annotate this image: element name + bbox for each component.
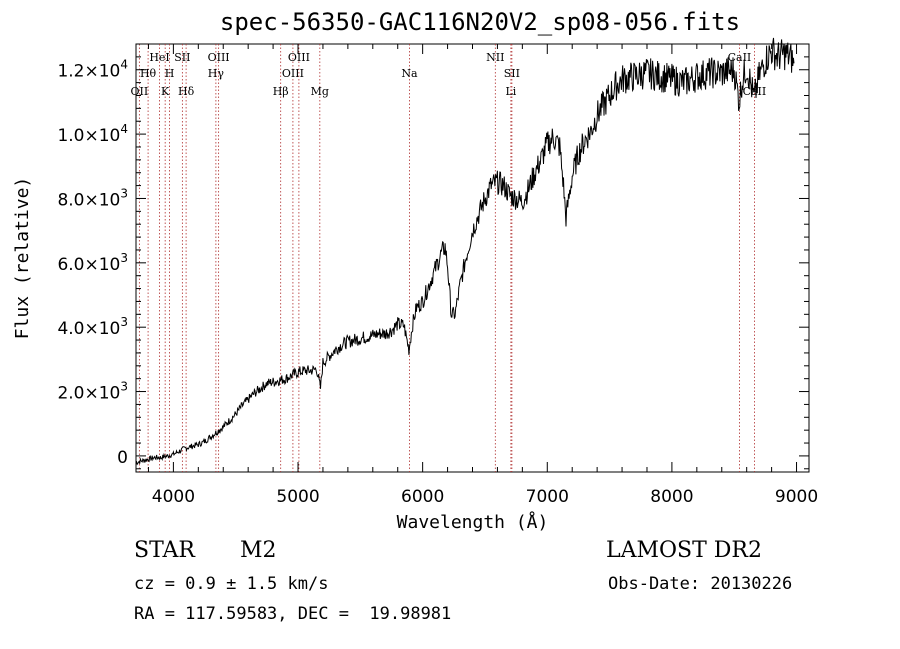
x-tick-label: 8000 [650, 487, 693, 507]
line-label: Hδ [178, 85, 195, 98]
line-label: NII [486, 51, 504, 64]
object-class: STAR [134, 538, 195, 563]
y-tick-label: 4.0×103 [57, 315, 128, 339]
line-label: K [161, 85, 170, 98]
line-label: Li [505, 85, 516, 98]
line-label: OIII [282, 67, 304, 80]
redshift-label: cz = 0.9 ± 1.5 km/s [134, 574, 329, 594]
line-label: Hβ [273, 85, 289, 98]
line-label: OIII [288, 51, 310, 64]
line-label: Hθ [140, 67, 157, 80]
x-tick-label: 4000 [152, 487, 195, 507]
line-label: H [165, 67, 175, 80]
line-label: Mg [311, 85, 329, 98]
obs-date-label: Obs-Date: 20130226 [608, 574, 793, 594]
object-subclass: M2 [240, 538, 277, 563]
y-tick-label: 2.0×103 [57, 380, 128, 404]
y-axis-label: Flux (relative) [12, 177, 33, 340]
spectrum-line [135, 37, 795, 466]
line-label: OIII [208, 51, 230, 64]
plot-frame [135, 43, 810, 473]
y-tick-label: 8.0×103 [57, 186, 128, 210]
survey-label: LAMOST DR2 [606, 538, 762, 563]
chart-title: spec-56350-GAC116N20V2_sp08-056.fits [219, 8, 741, 36]
y-tick-label: 1.2×104 [57, 58, 128, 82]
coordinates-label: RA = 117.59583, DEC = 19.98981 [134, 604, 452, 624]
y-tick-label: 6.0×103 [57, 251, 128, 275]
x-tick-label: 9000 [775, 487, 818, 507]
x-axis-label: Wavelength (Å) [397, 511, 549, 533]
x-tick-label: 7000 [526, 487, 569, 507]
line-label: Hγ [208, 67, 225, 80]
x-tick-label: 5000 [276, 487, 319, 507]
line-label: SII [174, 51, 190, 64]
line-label: Na [401, 67, 418, 80]
y-tick-label: 1.0×104 [57, 122, 128, 146]
y-tick-label: 0 [117, 448, 128, 468]
line-label: HeI [149, 51, 169, 64]
line-label: OII [131, 85, 149, 98]
line-label: SII [504, 67, 520, 80]
x-tick-label: 6000 [401, 487, 444, 507]
